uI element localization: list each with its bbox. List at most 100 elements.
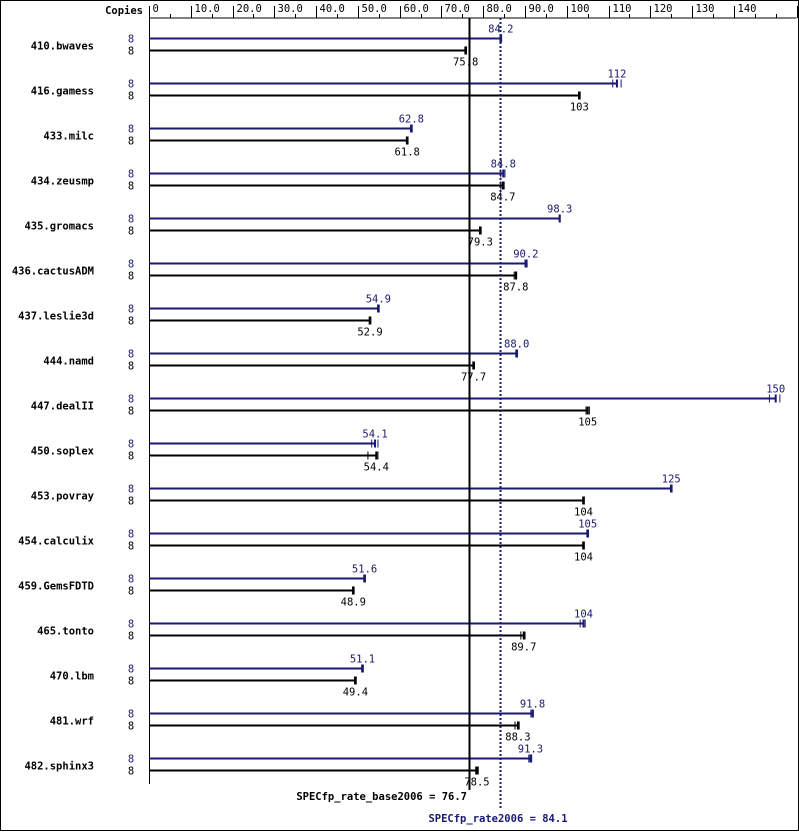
- x-tick-label: 50.0: [362, 3, 387, 15]
- benchmark-label: 465.tonto: [37, 626, 94, 638]
- base-summary-label: SPECfp_rate_base2006 = 76.7: [296, 791, 467, 803]
- benchmark-label: 453.povray: [31, 491, 95, 503]
- base-value-label: 103: [570, 102, 589, 114]
- peak-value-label: 84.8: [491, 159, 516, 171]
- peak-copies: 8: [128, 259, 134, 271]
- x-tick-label: 120: [654, 3, 673, 15]
- base-copies: 8: [128, 451, 134, 463]
- base-value-label: 52.9: [357, 327, 382, 339]
- x-tick-label: 80.0: [487, 3, 512, 15]
- base-value-label: 77.7: [461, 372, 486, 384]
- base-copies: 8: [128, 406, 134, 418]
- base-copies: 8: [128, 226, 134, 238]
- peak-value-label: 51.1: [350, 654, 375, 666]
- peak-copies: 8: [128, 169, 134, 181]
- peak-copies: 8: [128, 439, 134, 451]
- benchmark-label: 454.calculix: [18, 536, 95, 548]
- peak-value-label: 84.2: [488, 24, 513, 36]
- base-copies: 8: [128, 676, 134, 688]
- peak-value-label: 91.8: [520, 699, 545, 711]
- base-copies: 8: [128, 541, 134, 553]
- benchmark-label: 437.leslie3d: [18, 311, 94, 323]
- base-copies: 8: [128, 46, 134, 58]
- benchmark-label: 416.gamess: [31, 86, 94, 98]
- base-value-label: 54.4: [364, 462, 389, 474]
- peak-value-label: 91.3: [518, 744, 543, 756]
- peak-value-label: 54.9: [366, 294, 391, 306]
- x-tick-label: 100: [571, 3, 590, 15]
- peak-value-label: 62.8: [399, 114, 424, 126]
- x-tick-label: 140: [738, 3, 757, 15]
- base-value-label: 105: [578, 417, 597, 429]
- base-value-label: 88.3: [505, 732, 530, 744]
- benchmark-label: 481.wrf: [50, 716, 94, 728]
- base-value-label: 75.8: [453, 57, 478, 69]
- peak-copies: 8: [128, 214, 134, 226]
- benchmark-label: 459.GemsFDTD: [18, 581, 94, 593]
- peak-copies: 8: [128, 619, 134, 631]
- x-tick-label: 20.0: [237, 3, 262, 15]
- peak-copies: 8: [128, 79, 134, 91]
- benchmark-label: 433.milc: [43, 131, 94, 143]
- base-value-label: 104: [574, 552, 593, 564]
- x-tick-label: 110: [613, 3, 632, 15]
- peak-copies: 8: [128, 349, 134, 361]
- benchmark-label: 450.soplex: [31, 446, 95, 458]
- benchmark-label: 447.dealII: [31, 401, 94, 413]
- peak-value-label: 54.1: [362, 429, 387, 441]
- peak-copies: 8: [128, 34, 134, 46]
- x-tick-label: 10.0: [195, 3, 220, 15]
- x-tick-label: 90.0: [529, 3, 554, 15]
- base-copies: 8: [128, 181, 134, 193]
- peak-copies: 8: [128, 484, 134, 496]
- benchmark-label: 410.bwaves: [31, 41, 94, 53]
- x-tick-label: 130: [696, 3, 715, 15]
- peak-value-label: 98.3: [547, 204, 572, 216]
- base-copies: 8: [128, 766, 134, 778]
- base-copies: 8: [128, 316, 134, 328]
- peak-value-label: 90.2: [513, 249, 538, 261]
- base-value-label: 84.7: [490, 192, 515, 204]
- benchmark-label: 435.gromacs: [24, 221, 94, 233]
- base-value-label: 89.7: [511, 642, 536, 654]
- peak-summary-label: SPECfp_rate2006 = 84.1: [428, 813, 567, 825]
- peak-value-label: 104: [574, 609, 593, 621]
- benchmark-label: 482.sphinx3: [24, 761, 94, 773]
- base-value-label: 87.8: [503, 282, 528, 294]
- benchmark-label: 470.lbm: [50, 671, 94, 683]
- base-copies: 8: [128, 271, 134, 283]
- x-tick-label: 0: [153, 3, 159, 15]
- benchmark-label: 444.namd: [43, 356, 94, 368]
- peak-value-label: 112: [607, 69, 626, 81]
- base-value-label: 49.4: [343, 687, 368, 699]
- base-copies: 8: [128, 721, 134, 733]
- peak-copies: 8: [128, 709, 134, 721]
- base-copies: 8: [128, 631, 134, 643]
- benchmark-label: 436.cactusADM: [12, 266, 94, 278]
- base-copies: 8: [128, 496, 134, 508]
- x-tick-label: 40.0: [320, 3, 345, 15]
- base-copies: 8: [128, 361, 134, 373]
- peak-copies: 8: [128, 754, 134, 766]
- peak-copies: 8: [128, 394, 134, 406]
- peak-copies: 8: [128, 664, 134, 676]
- peak-value-label: 150: [766, 384, 785, 396]
- base-copies: 8: [128, 136, 134, 148]
- benchmark-label: 434.zeusmp: [31, 176, 94, 188]
- x-tick-label: 60.0: [404, 3, 429, 15]
- peak-copies: 8: [128, 304, 134, 316]
- peak-value-label: 125: [662, 474, 681, 486]
- base-value-label: 48.9: [341, 597, 366, 609]
- peak-copies: 8: [128, 574, 134, 586]
- base-value-label: 79.3: [468, 237, 493, 249]
- peak-copies: 8: [128, 124, 134, 136]
- base-copies: 8: [128, 586, 134, 598]
- base-value-label: 61.8: [395, 147, 420, 159]
- base-value-label: 104: [574, 507, 593, 519]
- x-tick-label: 30.0: [278, 3, 303, 15]
- base-copies: 8: [128, 91, 134, 103]
- base-value-label: 78.5: [464, 777, 489, 789]
- peak-value-label: 88.0: [504, 339, 529, 351]
